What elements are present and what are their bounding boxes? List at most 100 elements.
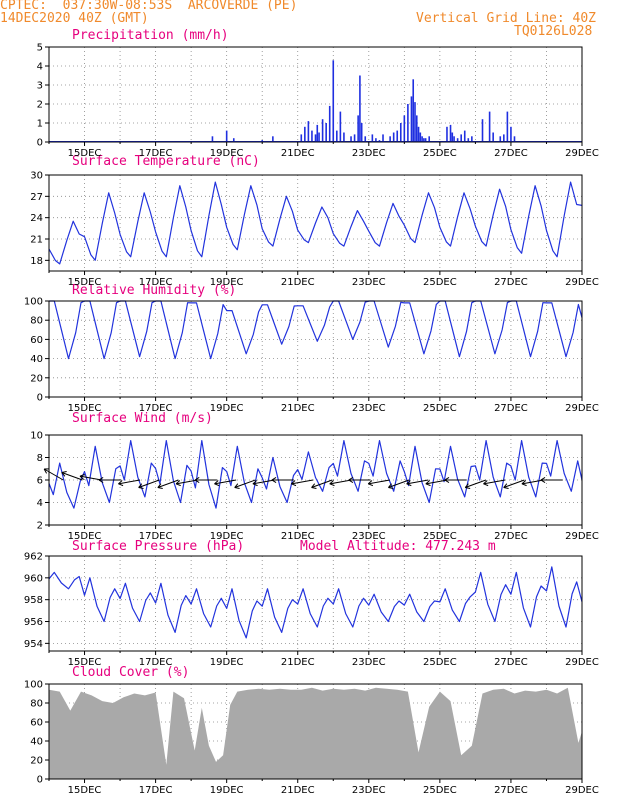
x-tick-label: 17DEC: [139, 148, 173, 159]
plot-frame: [48, 46, 583, 143]
y-tick-label: 4: [37, 62, 43, 73]
precip-bar: [350, 136, 352, 142]
x-tick-label: 23DEC: [352, 785, 386, 796]
wind-arrow: [483, 479, 506, 485]
x-tick-label: 23DEC: [352, 148, 386, 159]
wind-arrowhead: [79, 473, 85, 480]
precip-bar: [471, 136, 473, 142]
precip-bar: [343, 132, 345, 142]
wind-arrow: [61, 472, 83, 481]
wind-arrowhead: [138, 483, 144, 489]
x-tick-label: 15DEC: [68, 785, 102, 796]
y-tick-label: 962: [24, 552, 43, 563]
x-tick-label: 25DEC: [423, 277, 457, 288]
precip-bar: [503, 134, 505, 142]
plot-frame: [48, 683, 583, 780]
wind-arrowhead: [98, 476, 104, 484]
wind-arrow: [388, 479, 410, 488]
precip-bar: [499, 136, 502, 142]
precip-bar: [360, 123, 363, 142]
x-tick-label: 21DEC: [281, 403, 315, 414]
x-tick-label: 29DEC: [565, 785, 599, 796]
wind-arrowhead: [252, 480, 258, 487]
wind-speed-line: [48, 440, 583, 509]
cloud-area: [49, 687, 582, 779]
precip-bar: [492, 132, 494, 142]
x-tick-label: 23DEC: [352, 277, 386, 288]
wind-arrowhead: [329, 480, 335, 487]
plot-frame: [48, 555, 583, 652]
precip-bar: [451, 132, 454, 142]
x-tick-label: 19DEC: [210, 657, 244, 668]
precip-bar: [410, 96, 413, 142]
wind-arrowhead: [157, 483, 163, 489]
wind-arrowhead: [483, 480, 489, 487]
y-tick-label: 60: [30, 335, 43, 346]
y-tick-label: 0: [37, 775, 43, 786]
plot-frame: [48, 434, 583, 526]
precip-bar: [328, 105, 331, 142]
header-vgrid: Vertical Grid Line: 40Z: [416, 11, 597, 26]
wind-arrowhead: [406, 480, 412, 487]
x-tick-label: 17DEC: [139, 277, 173, 288]
y-tick-label: 4: [37, 498, 43, 509]
precip-bar: [446, 126, 448, 142]
header-date: 14DEC2020 40Z (GMT): [0, 11, 149, 26]
precip-bar: [311, 130, 313, 142]
precip-title: Precipitation (mm/h): [72, 28, 229, 43]
wind-arrow: [118, 479, 141, 485]
y-tick-label: 80: [30, 316, 43, 327]
y-tick-label: 60: [30, 718, 43, 729]
x-tick-label: 25DEC: [423, 403, 457, 414]
precip-bar: [304, 126, 306, 142]
wind-arrow: [291, 479, 314, 485]
wind-arrow: [214, 479, 237, 485]
y-tick-label: 956: [24, 617, 43, 628]
x-tick-label: 19DEC: [210, 785, 244, 796]
precip-bar: [453, 136, 455, 142]
x-tick-label: 29DEC: [565, 657, 599, 668]
precip-bar: [332, 60, 335, 142]
x-tick-label: 15DEC: [68, 148, 102, 159]
wind-arrowhead: [367, 480, 374, 487]
x-tick-label: 21DEC: [281, 148, 315, 159]
x-tick-label: 17DEC: [139, 531, 173, 542]
x-tick-label: 21DEC: [281, 785, 315, 796]
precip-bar: [421, 136, 423, 142]
precip-bar: [419, 132, 422, 142]
precip-bar: [467, 138, 470, 142]
x-tick-label: 27DEC: [494, 531, 528, 542]
precip-bar: [375, 138, 377, 142]
x-tick-label: 27DEC: [494, 785, 528, 796]
x-tick-label: 19DEC: [210, 531, 244, 542]
wind-arrow: [43, 468, 64, 481]
y-tick-label: 20: [30, 756, 43, 767]
x-tick-label: 15DEC: [68, 277, 102, 288]
wind-arrow: [521, 479, 544, 485]
x-tick-label: 29DEC: [565, 403, 599, 414]
wind-arrowhead: [425, 480, 431, 487]
wind-arrowhead: [271, 476, 277, 484]
y-tick-label: 100: [24, 680, 43, 691]
wind-arrowhead: [175, 480, 181, 487]
x-tick-label: 17DEC: [139, 785, 173, 796]
plot-frame: [48, 300, 583, 398]
precip-bar: [321, 119, 324, 142]
y-tick-label: 40: [30, 354, 43, 365]
precip-bar: [371, 134, 374, 142]
x-tick-label: 29DEC: [565, 148, 599, 159]
precip-bar: [300, 134, 303, 142]
x-tick-label: 23DEC: [352, 657, 386, 668]
precip-bar: [339, 111, 342, 142]
precip-bar: [456, 138, 459, 142]
x-tick-label: 17DEC: [139, 403, 173, 414]
precip-bar: [353, 134, 356, 142]
precip-bar: [378, 140, 381, 142]
y-tick-label: 1: [37, 119, 43, 130]
wind-title: Surface Wind (m/s): [72, 411, 213, 426]
wind-arrow: [175, 479, 198, 485]
precip-bar: [225, 130, 228, 142]
y-tick-label: 20: [30, 373, 43, 384]
precip-bar: [417, 126, 420, 142]
precip-bar: [506, 111, 509, 142]
